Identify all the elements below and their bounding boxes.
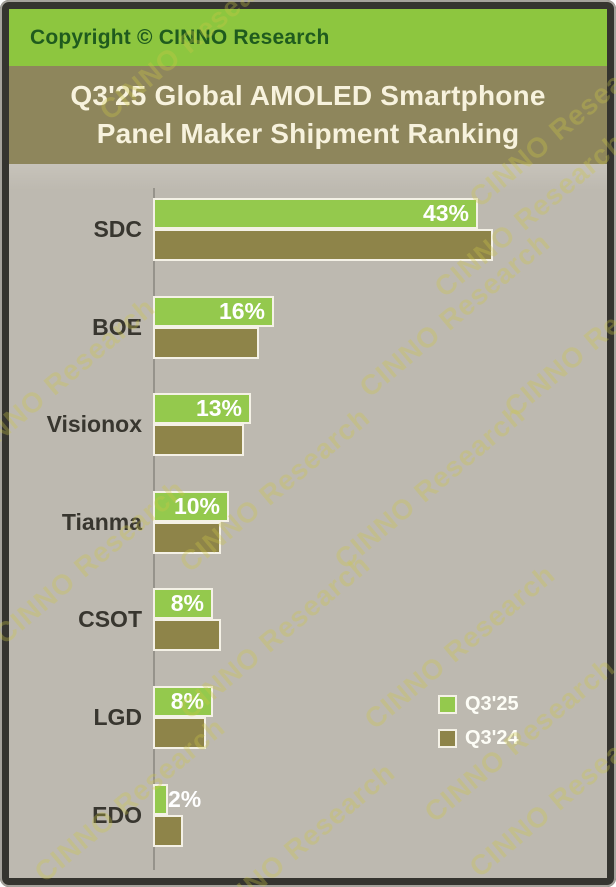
bar-q3-25-visionox	[153, 393, 251, 424]
bar-q3-25-csot	[153, 588, 213, 619]
category-label-visionox: Visionox	[46, 411, 142, 437]
category-label-boe: BOE	[92, 314, 142, 340]
legend-label-q3-25: Q3'25	[465, 693, 519, 715]
bar-value-label-tianma: 10%	[173, 493, 220, 519]
category-label-lgd: LGD	[93, 704, 142, 730]
bar-q3-24-sdc	[153, 229, 493, 261]
bar-value-label-visionox: 13%	[195, 395, 242, 421]
chart-title-line1: Q3'25 Global AMOLED Smartphone	[70, 80, 546, 111]
chart-area: SDC 43% BOE 16% Visionox 13% Tianma 10% CSOT 8% LG…	[9, 164, 607, 878]
bar-q3-24-edo	[153, 815, 183, 847]
title-banner: Q3'25 Global AMOLED Smartphone Panel Mak…	[9, 66, 607, 164]
bar-q3-25-edo	[153, 784, 168, 815]
bar-value-label-lgd: 8%	[170, 688, 204, 714]
copyright-text: Copyright © CINNO Research	[30, 25, 330, 49]
category-label-edo: EDO	[92, 802, 142, 828]
legend-swatch-q3-25	[438, 695, 457, 714]
legend-entry-q3-24: Q3'24	[438, 727, 519, 749]
bar-value-label-boe: 16%	[218, 298, 265, 324]
bar-value-label-csot: 8%	[170, 590, 204, 616]
legend-entry-q3-25: Q3'25	[438, 693, 519, 715]
bar-q3-24-visionox	[153, 424, 244, 456]
bar-value-label-edo: 2%	[168, 786, 202, 812]
bar-q3-24-csot	[153, 619, 221, 651]
bar-q3-25-tianma	[153, 491, 229, 522]
category-label-tianma: Tianma	[61, 509, 142, 535]
bar-q3-25-boe	[153, 296, 274, 327]
bar-q3-25-sdc	[153, 198, 478, 229]
chart-title-line2: Panel Maker Shipment Ranking	[96, 118, 520, 149]
bar-q3-24-lgd	[153, 717, 206, 749]
category-label-csot: CSOT	[78, 606, 142, 632]
copyright-bar: Copyright © CINNO Research	[9, 9, 607, 66]
bar-q3-24-boe	[153, 327, 259, 359]
legend: Q3'25 Q3'24	[438, 693, 519, 749]
bar-value-label-sdc: 43%	[422, 200, 469, 226]
bar-q3-24-tianma	[153, 522, 221, 554]
bar-q3-25-lgd	[153, 686, 213, 717]
legend-label-q3-24: Q3'24	[465, 727, 519, 749]
legend-swatch-q3-24	[438, 729, 457, 748]
category-label-sdc: SDC	[93, 216, 142, 242]
